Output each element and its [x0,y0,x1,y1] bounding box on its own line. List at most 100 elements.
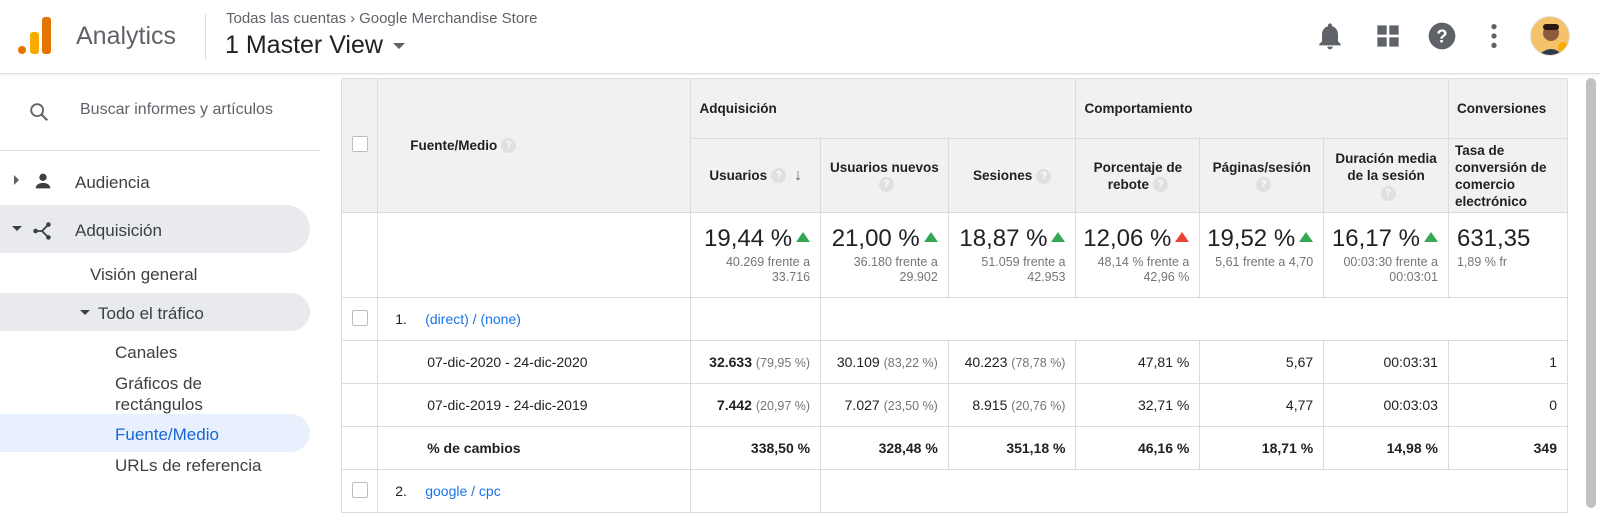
help-icon[interactable]: ? [1153,177,1169,193]
summary-compare: 5,61 frente a 4,70 [1215,255,1314,269]
apps-icon[interactable] [1372,20,1404,52]
cell-value: 5,67 [1199,340,1325,384]
search-icon[interactable] [28,101,50,123]
help-icon[interactable]: ? [878,177,894,193]
summary-compare: 00:03:30 frente a 00:03:01 [1343,255,1438,284]
select-all-checkbox[interactable] [351,136,368,152]
vertical-scrollbar[interactable] [1586,78,1596,508]
row-link[interactable]: google / cpc [425,483,501,499]
cell-value: 338,50 % [690,426,822,470]
sidebar-item-todo-el-trafico[interactable]: Todo el tráfico [98,304,204,323]
bell-icon[interactable] [1314,20,1346,52]
table-row: 07-dic-2019 - 24-dic-2019 7.442 (20,97 %… [341,383,1568,427]
sidebar-item-fuente-bg [0,414,310,452]
cell-value: 7.027 [844,397,880,413]
help-icon[interactable]: ? [501,138,517,154]
table-row: 1. (direct) / (none) [341,297,1568,341]
summary-value: 631,35 [1456,225,1531,252]
dimension-header[interactable]: Fuente/Medio? [377,78,692,213]
summary-value: 12,06 % [1083,225,1172,252]
summary-compare: 1,89 % fr [1456,255,1507,269]
caret-down-icon[interactable] [80,310,90,315]
breadcrumb-account[interactable]: Todas las cuentas [226,10,347,27]
table-row: 07-dic-2020 - 24-dic-2020 32.633 (79,95 … [341,340,1568,384]
sidebar-item-graficos[interactable]: Gráficos de rectángulos [115,374,203,414]
cell-value: 47,81 % [1075,340,1201,384]
col-duracion-label: Duración media de la sesión [1335,151,1437,183]
avatar[interactable] [1530,16,1570,56]
sidebar-item-fuente-medio[interactable]: Fuente/Medio [115,425,219,444]
help-icon[interactable]: ? [1426,20,1458,52]
row-checkbox[interactable] [351,309,368,326]
trend-up-icon [1299,232,1314,242]
app-name: Analytics [76,22,177,50]
cell-value: 00:03:03 [1323,383,1449,427]
summary-value: 16,17 % [1331,225,1420,252]
help-icon[interactable]: ? [771,168,787,184]
help-icon[interactable]: ? [1036,168,1052,184]
sidebar-item-canales[interactable]: Canales [115,343,178,362]
search-input[interactable] [80,101,310,119]
sidebar-item-vision-general[interactable]: Visión general [90,265,198,284]
help-icon[interactable]: ? [1380,185,1396,201]
trend-up-icon [796,232,811,242]
row-number: 1. [395,311,407,327]
summary-value: 19,44 % [704,225,793,252]
changes-row: % de cambios 338,50 % 328,48 % 351,18 % … [341,426,1568,470]
summary-value: 18,87 % [959,225,1048,252]
col-sesiones[interactable]: Sesiones? [947,138,1077,213]
col-rebote[interactable]: Porcentaje de rebote? [1075,138,1201,213]
cell-pct: (23,50 %) [883,399,938,413]
trend-up-icon [923,232,938,242]
cell-pct: (20,76 %) [1011,399,1066,413]
cell-value: 32,71 % [1075,383,1201,427]
cell-value: 328,48 % [820,426,949,470]
summary-row: 19,44 % 40.269 frente a 33.716 21,00 % 36.… [341,212,1568,298]
sidebar-item-audiencia[interactable]: Audiencia [75,173,150,192]
col-usuarios-nuevos[interactable]: Usuarios nuevos? [820,138,949,213]
acquisition-icon [33,222,51,240]
summary-compare: 36.180 frente a 29.902 [853,255,938,284]
period-label: 07-dic-2019 - 24-dic-2019 [377,383,692,427]
sort-arrow-down-icon[interactable]: ↓ [794,167,803,185]
analytics-logo[interactable] [18,17,52,54]
report-table-container: Fuente/Medio? Adquisición Comportamiento… [341,78,1568,513]
col-paginas-sesion[interactable]: Páginas/sesión? [1199,138,1325,213]
row-number: 2. [395,483,407,499]
col-tasa-conversion[interactable]: Tasa de conversión de comercio electróni… [1447,138,1568,213]
sidebar-item-adquisicion-bg [0,205,310,253]
more-vert-icon[interactable] [1478,20,1510,52]
sidebar-nav: Audiencia Adquisición Visión general Tod… [0,75,320,513]
breadcrumb-property[interactable]: Google Merchandise Store [359,10,538,27]
caret-down-icon[interactable] [12,226,22,231]
sidebar-item-urls-referencia[interactable]: URLs de referencia [115,456,262,475]
search-row[interactable] [0,87,320,139]
caret-down-icon [392,43,405,50]
breadcrumb[interactable]: Todas las cuentas › Google Merchandise Sto… [226,10,538,27]
cell-value: 14,98 % [1323,426,1449,470]
cell-pct: (83,22 %) [883,356,938,370]
cell-value: 00:03:31 [1323,340,1449,384]
trend-up-icon [1423,232,1438,242]
trend-up-icon [1051,232,1066,242]
trend-up-red-icon [1175,232,1190,242]
row-link[interactable]: (direct) / (none) [425,311,521,327]
summary-value: 21,00 % [831,225,920,252]
svg-text:?: ? [1436,26,1447,47]
col-rebote-label: Porcentaje de rebote [1093,159,1183,192]
caret-right-icon[interactable] [14,175,19,185]
sidebar-item-adquisicion[interactable]: Adquisición [75,221,162,240]
dimension-header-label: Fuente/Medio [410,137,498,153]
sidebar-divider [0,150,320,151]
top-bar: Analytics Todas las cuentas › Google Merch… [0,0,1600,74]
report-table: Fuente/Medio? Adquisición Comportamiento… [341,78,1568,513]
help-icon[interactable]: ? [1256,177,1272,193]
summary-paginas: 19,52 % 5,61 frente a 4,70 [1199,212,1325,298]
period-label: 07-dic-2020 - 24-dic-2020 [377,340,692,384]
cell-pct: (79,95 %) [755,356,811,370]
row-checkbox[interactable] [351,481,368,498]
col-paginas-label: Páginas/sesión [1212,159,1311,175]
col-usuarios[interactable]: Usuarios? ↓ [690,138,822,213]
view-selector[interactable]: 1 Master View [225,31,405,60]
col-duracion[interactable]: Duración media de la sesión? [1323,138,1449,213]
